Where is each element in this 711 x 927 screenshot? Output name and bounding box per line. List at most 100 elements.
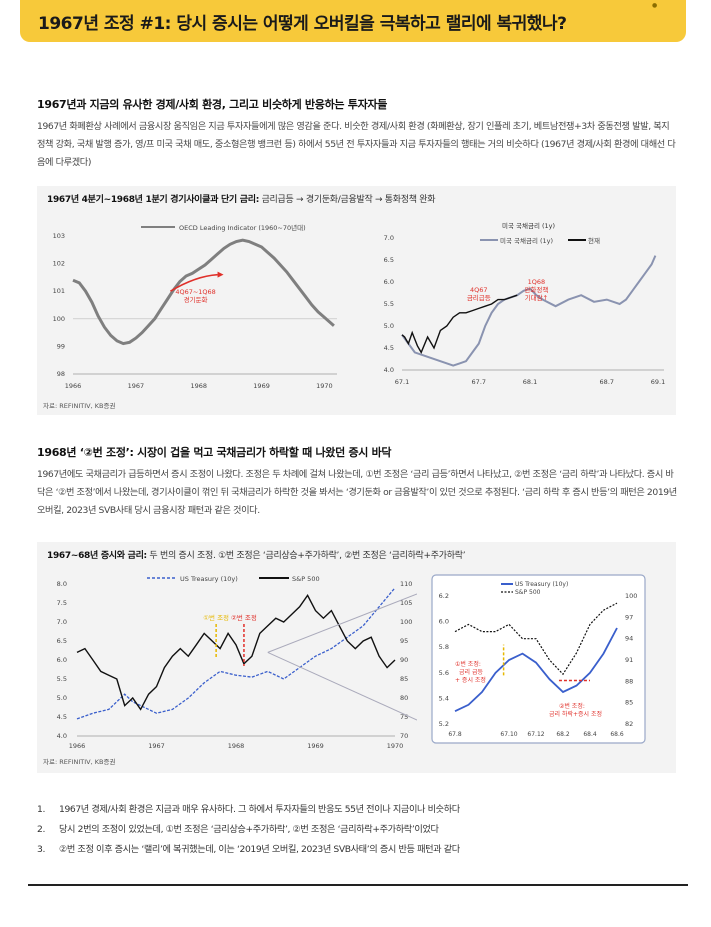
oecd-leading-chart: 98 99 100 101 102 103 1966 1967 1968 1969 1970 OECD… — [53, 223, 337, 390]
x-tick-label: 67.8 — [448, 731, 462, 738]
annotation-text: + 증시 조정 — [455, 677, 486, 684]
annotation-text: ①번 조정 — [203, 613, 229, 622]
chart-panel-2: 1967~68년 증시와 금리: 두 번의 증시 조정. ①번 조정은 ‘금리상… — [37, 542, 676, 773]
logo: ● — [652, 2, 658, 9]
y-tick-label: 102 — [53, 260, 65, 268]
annotation-text: ②번 조정: — [559, 702, 585, 710]
y-tick-label: 6.0 — [384, 278, 394, 286]
x-tick-label: 68.1 — [523, 378, 537, 386]
chart-panel-2-title: 1967~68년 증시와 금리: 두 번의 증시 조정. ①번 조정은 ‘금리상… — [47, 551, 466, 561]
bottom-divider — [28, 884, 688, 886]
y-tick-label-right: 91 — [625, 656, 633, 664]
annotation-text: ②번 조정 — [231, 613, 257, 622]
annotation-text: 금리 하락+증시 조정 — [549, 710, 602, 718]
x-tick-label: 67.10 — [500, 731, 517, 738]
series-line-oecd — [72, 238, 335, 346]
x-tick-label: 67.7 — [472, 378, 486, 386]
y-tick-label-left: 5.8 — [439, 643, 449, 651]
annotation-text: 경기둔화 — [184, 295, 208, 304]
y-tick-label-left: 7.0 — [57, 618, 67, 626]
x-tick-label: 1967 — [148, 742, 165, 750]
y-tick-label-right: 85 — [400, 675, 408, 683]
annotation-text: 금리 급등 — [459, 668, 483, 676]
y-tick-label-left: 6.0 — [57, 656, 67, 664]
y-tick-label-right: 95 — [400, 637, 408, 645]
x-tick-label: 68.7 — [600, 378, 614, 386]
legend-label: US Treasury (10y) — [515, 581, 568, 588]
y-tick-label-right: 110 — [400, 580, 412, 588]
x-tick-label: 1970 — [316, 382, 333, 390]
y-tick-label-right: 80 — [400, 694, 408, 702]
series-line-us1y — [401, 255, 657, 367]
annotation-text: 4Q67 — [470, 286, 488, 294]
y-tick-label-left: 4.5 — [57, 713, 67, 721]
chart-panel-1: 1967년 4분기~1968년 1분기 경기사이클과 단기 금리: 금리급등 →… — [37, 186, 676, 415]
series-line-treasury-zoom — [454, 627, 618, 713]
y-tick-label-left: 4.0 — [57, 732, 67, 740]
y-tick-label: 4.0 — [384, 366, 394, 374]
x-tick-label: 1966 — [69, 742, 86, 750]
annotation-text: 기대감↑ — [525, 293, 548, 302]
source-note: 자료: REFINITIV, KB증권 — [43, 758, 116, 766]
y-tick-label: 100 — [53, 315, 65, 323]
annotation-text: 금리급등 — [467, 293, 491, 302]
legend-label: 현재 — [588, 237, 600, 245]
x-tick-label: 68.2 — [556, 731, 570, 738]
y-tick-label-left: 6.2 — [439, 592, 449, 600]
chart-panel-1-title: 1967년 4분기~1968년 1분기 경기사이클과 단기 금리: 금리급등 →… — [47, 195, 436, 205]
x-tick-label: 1966 — [65, 382, 82, 390]
y-tick-label-right: 105 — [400, 599, 412, 607]
summary-list: 1. 1967년 경제/사회 환경은 지금과 매우 유사하다. 그 하에서 투자자… — [37, 800, 677, 860]
legend-label: US Treasury (10y) — [180, 575, 238, 583]
legend-label: S&P 500 — [292, 575, 320, 583]
x-tick-label: 67.1 — [395, 378, 409, 386]
source-note: 자료: REFINITIV, KB증권 — [43, 402, 116, 410]
stock-bond-chart: 4.0 4.5 5.0 5.5 6.0 6.5 7.0 7.5 8.0 70 75 80 85 90 95 1… — [57, 575, 417, 750]
annotation-text: 4Q67~1Q68 — [175, 288, 216, 296]
x-tick-label: 69.1 — [651, 378, 665, 386]
y-tick-label: 5.5 — [384, 300, 394, 308]
x-tick-label: 1967 — [128, 382, 145, 390]
y-tick-label-right: 85 — [625, 699, 633, 707]
x-tick-label: 67.12 — [527, 731, 544, 738]
y-tick-label-right: 70 — [400, 732, 408, 740]
y-tick-label-left: 5.6 — [439, 669, 449, 677]
legend-label: 미국 국채금리 (1y) — [500, 236, 553, 245]
legend-label: OECD Leading Indicator (1960~70년대) — [179, 223, 306, 232]
section-paragraph-2: 1967년에도 국채금리가 급등하면서 증시 조정이 나왔다. 조정은 두 차례… — [37, 469, 677, 516]
zoom-connector — [267, 651, 417, 721]
annotation-text: ①번 조정: — [455, 660, 481, 668]
y-tick-label: 6.5 — [384, 256, 394, 264]
y-tick-label-left: 5.4 — [439, 694, 449, 702]
section-heading-1: 1967년과 지금의 유사한 경제/사회 환경, 그리고 비슷하게 반응하는 투… — [37, 98, 388, 111]
x-tick-label: 1969 — [253, 382, 270, 390]
y-tick-label: 4.5 — [384, 344, 394, 352]
zoom-connector — [267, 593, 417, 653]
y-tick-label-left: 8.0 — [57, 580, 67, 588]
series-line-sp500 — [76, 594, 396, 711]
y-tick-label-left: 7.5 — [57, 599, 67, 607]
y-tick-label-right: 97 — [625, 613, 633, 621]
y-tick-label-left: 5.0 — [57, 694, 67, 702]
x-tick-label: 68.4 — [583, 731, 597, 738]
y-tick-label-right: 94 — [625, 635, 633, 643]
annotation-text: 완화정책 — [524, 285, 548, 294]
y-tick-label: 99 — [57, 342, 65, 350]
annotation-text: 1Q68 — [528, 278, 546, 286]
y-tick-label-left: 5.5 — [57, 675, 67, 683]
x-tick-label: 1968 — [228, 742, 245, 750]
title-banner: ● — [20, 0, 686, 42]
list-item: 1. 1967년 경제/사회 환경은 지금과 매우 유사하다. 그 하에서 투자자… — [37, 804, 460, 815]
y-tick-label: 98 — [57, 370, 65, 378]
y-tick-label: 7.0 — [384, 234, 394, 242]
y-tick-label-right: 100 — [625, 592, 637, 600]
x-tick-label: 1969 — [307, 742, 324, 750]
legend-label: S&P 500 — [515, 589, 541, 596]
zoom-inset-chart: 5.2 5.4 5.6 5.8 6.0 6.2 82 85 88 91 94 97 100 67.8 67.… — [431, 574, 646, 744]
section-heading-2: 1968년 ‘②번 조정’: 시장이 겁을 먹고 국채금리가 하락할 때 나왔던… — [37, 446, 392, 459]
y-tick-label: 101 — [53, 287, 65, 295]
inset-frame — [431, 574, 646, 744]
y-tick-label: 5.0 — [384, 322, 394, 330]
y-tick-label-right: 90 — [400, 656, 408, 664]
annotation-arrowhead — [217, 271, 224, 278]
